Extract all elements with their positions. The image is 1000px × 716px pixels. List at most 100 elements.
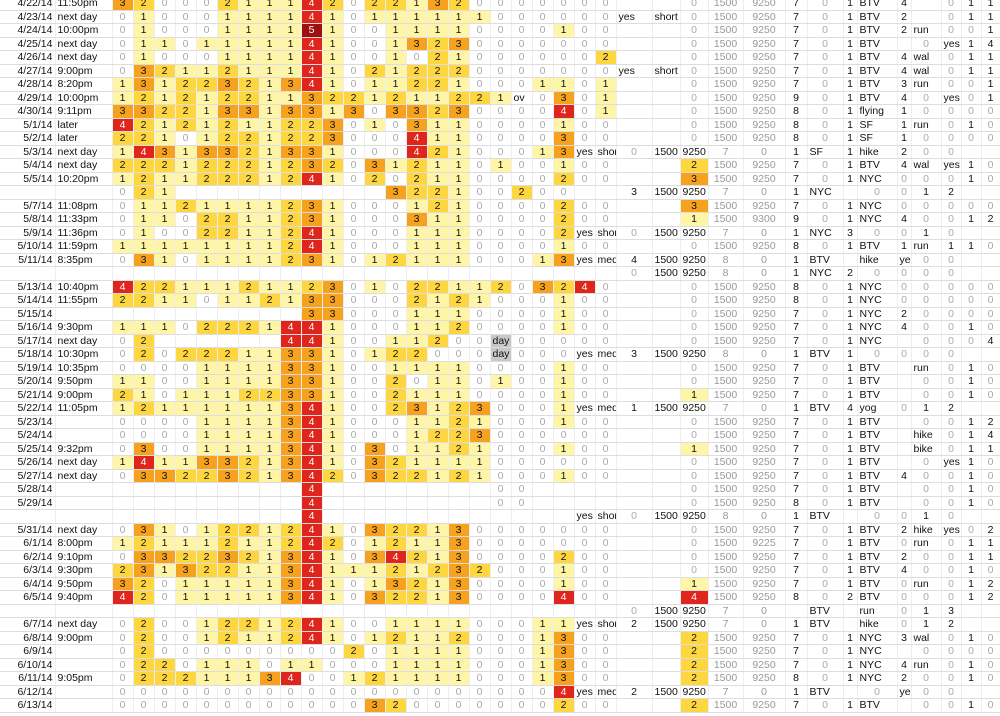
heat-cell: 1 [427,671,449,686]
heat-cell: 0 [511,442,533,456]
heat-cell: 0 [553,347,575,362]
heat-cell: 1 [259,401,281,416]
heat-cell: 2 [385,523,407,537]
heat-cell: 2 [133,631,155,645]
empty-cell [616,469,653,483]
cell: 1 [843,199,858,213]
heat-cell: 0 [343,428,365,443]
cell: yes [941,455,962,470]
heat-cell: 3 [217,77,239,92]
heat-cell: 1 [322,523,344,537]
heat-cell: 2 [427,145,449,159]
cell: 0 [981,199,1000,213]
heat-cell: 1 [427,23,449,38]
cell: BTV [857,550,898,564]
heat-cell: 1 [385,10,407,24]
cell: 9250 [743,158,786,173]
heat-cell: 2 [406,77,428,92]
sheet-row: 4/26/14 next day 0 1 0 0 0 1 1 1 1 4 1 0 0 1 0 2 1 0 0 0 0 0 0 2 0… [0,50,1000,65]
heat-cell: 3 [154,550,176,564]
heat-cell: 1 [196,91,218,105]
heat-cell: 0 [385,199,407,213]
heat-cell: 1 [427,631,449,645]
heat-cell: 1 [196,64,218,78]
heat-cell: 0 [469,550,491,564]
cell: 9:32pm [55,442,113,456]
cell: 9 [785,91,808,105]
heat-cell: 1 [238,361,260,375]
heat-cell: 2 [175,199,197,213]
cell: 1 [911,185,942,200]
heat-cell: 0 [112,226,134,240]
cell: BTV [857,10,898,24]
cell: 0 [616,604,653,618]
heat-cell: 2 [343,644,365,659]
heat-cell: 1 [448,131,470,146]
heat-cell: 1 [322,631,344,645]
cell: 1 [961,37,982,51]
heat-cell: med [595,253,617,267]
empty-cell [616,536,653,551]
empty-cell [961,145,982,159]
heat-cell: 1 [427,239,449,254]
cell: 1500 [708,550,744,564]
heat-cell: 1 [553,388,575,402]
heat-cell: 0 [175,658,197,672]
cell: 0 [807,131,844,146]
heat-cell: 0 [532,361,554,375]
cell: NYC [857,172,898,186]
heat-cell: 0 [175,361,197,375]
heat-cell: 3 [154,469,176,483]
cell: 0 [941,77,962,92]
heat-cell: 1 [406,91,428,105]
empty-cell [616,455,653,470]
heat-cell: 1 [553,307,575,321]
heat-cell: 0 [112,212,134,227]
heat-cell: 0 [469,145,491,159]
empty-cell [175,482,197,497]
heat-cell: 2 [175,550,197,564]
heat-cell: 0 [595,658,617,672]
heat-cell: 3 [322,118,344,132]
heat-cell: 0 [532,320,554,335]
cell: 1500 [708,374,744,389]
empty-cell [652,374,681,389]
heat-cell: 1 [196,401,218,416]
heat-cell: 0 [490,226,512,240]
cell: 0 [941,550,962,564]
cell: 1500 [708,10,744,24]
cell: 1500 [652,509,681,524]
heat-cell: 0 [574,658,596,672]
heat-cell: 0 [112,442,134,456]
heat-cell: 1 [322,199,344,213]
cell: yes [616,64,653,78]
heat-cell: 2 [280,131,302,146]
cell: 1 [785,253,808,267]
heat-cell: 2 [175,77,197,92]
cell: 4/28/14 [0,77,56,92]
cell: 10:00pm [55,23,113,38]
cell: wal [911,64,942,78]
empty-cell [981,266,1000,281]
heat-cell: 0 [196,50,218,65]
cell: 5/15/14 [0,307,56,321]
heat-cell: 0 [532,239,554,254]
cell: 1 [981,23,1000,38]
cell: 1500 [708,428,744,443]
cell: 0 [743,266,786,281]
cell: 1 [981,0,1000,11]
cell: 0 [807,158,844,173]
empty-cell [469,266,491,281]
heat-cell: 0 [595,118,617,132]
heat-cell: 1 [322,428,344,443]
cell: 1500 [708,590,744,605]
heat-cell: 0 [385,442,407,456]
heat-cell: 0 [385,685,407,699]
cell: 5/3/14 [0,145,56,159]
cell: 1 [981,10,1000,24]
heat-cell: 0 [595,455,617,470]
heat-cell: 0 [343,23,365,38]
heat-cell: 3 [364,698,386,713]
heat-cell: 9250 [680,685,709,699]
cell: BTV [807,253,844,267]
